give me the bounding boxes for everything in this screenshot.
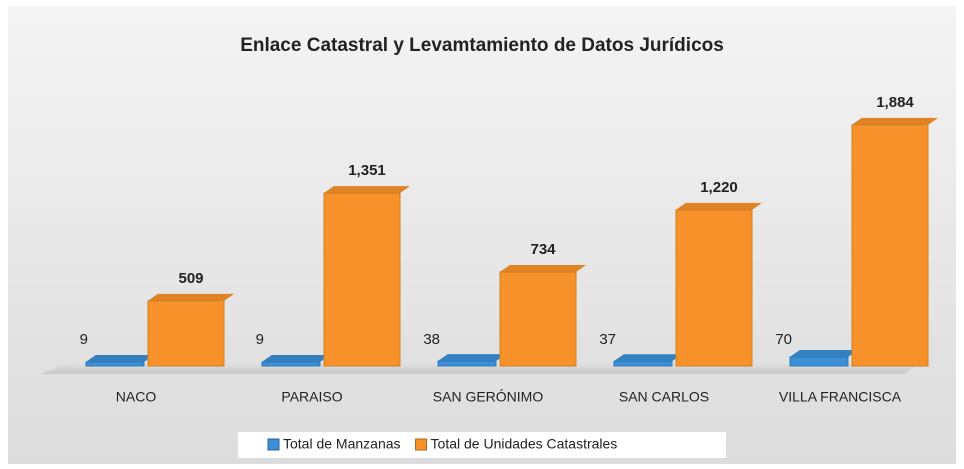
bar — [85, 355, 154, 367]
bar-top — [614, 354, 682, 362]
data-label: 1,884 — [876, 94, 914, 111]
bar — [261, 355, 330, 367]
bar-top — [438, 354, 506, 362]
bar — [437, 354, 506, 367]
legend-box — [238, 432, 726, 458]
bar — [851, 117, 938, 367]
bar-top — [676, 202, 762, 210]
bar — [147, 293, 234, 367]
bar-front — [675, 209, 753, 367]
x-tick-label: VILLA FRANCISCA — [779, 389, 902, 405]
bar-top — [262, 355, 330, 362]
bar-top — [852, 117, 938, 125]
legend-label: Total de Unidades Catastrales — [431, 436, 618, 452]
bar-front — [147, 300, 225, 367]
data-label: 1,220 — [700, 179, 738, 196]
x-tick-label: SAN CARLOS — [619, 389, 709, 405]
bar-top — [500, 265, 586, 273]
bar-top — [324, 186, 410, 194]
bar-front — [613, 360, 673, 367]
data-label: 509 — [178, 270, 203, 287]
x-tick-label: PARAISO — [281, 389, 342, 405]
bar — [499, 265, 586, 367]
bar-top — [148, 293, 234, 301]
x-tick-label: SAN GERÓNIMO — [433, 389, 544, 405]
bar-front — [437, 360, 497, 367]
data-label: 1,351 — [348, 162, 386, 179]
bar-top — [790, 350, 858, 358]
data-label: 70 — [775, 331, 792, 348]
data-label: 9 — [80, 331, 88, 348]
bar-top — [86, 355, 154, 362]
bar-front — [85, 361, 145, 367]
legend-swatch — [415, 438, 428, 451]
bar — [323, 186, 410, 367]
chart-title: Enlace Catastral y Levamtamiento de Dato… — [240, 35, 724, 56]
bar — [789, 350, 858, 367]
chart-background — [8, 6, 956, 464]
bar — [675, 202, 762, 367]
bar-front — [323, 192, 401, 367]
bar-front — [851, 124, 929, 367]
data-label: 38 — [423, 331, 440, 348]
data-label: 37 — [599, 331, 616, 348]
bar-front — [261, 361, 321, 367]
bar — [613, 354, 682, 367]
legend-swatch — [267, 438, 280, 451]
x-tick-label: NACO — [116, 389, 157, 405]
data-label: 734 — [530, 241, 556, 258]
bar-front — [789, 356, 849, 367]
legend-label: Total de Manzanas — [283, 436, 401, 452]
data-label: 9 — [256, 331, 264, 348]
bar-front — [499, 271, 577, 367]
